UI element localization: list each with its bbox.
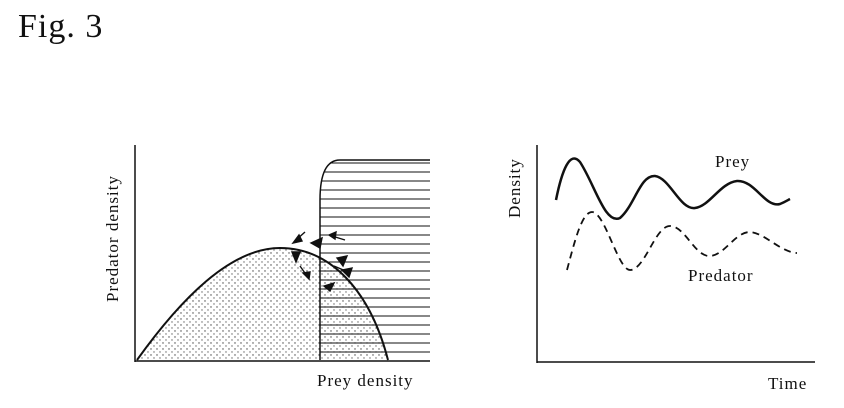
phase-y-axis-label: Predator density [103,175,122,302]
time-y-axis-label: Density [505,158,524,218]
phase-plane-panel [134,145,430,362]
predator-isocline-hatched-region [320,162,430,353]
figure-title: Fig. 3 [18,8,104,45]
prey-series-label: Prey [715,152,751,171]
predator-series-line [566,211,798,271]
prey-isocline [136,246,389,361]
time-series-panel [536,145,815,363]
trajectory-arrows [290,230,354,293]
prey-series-line [554,157,791,220]
predator-isocline [319,159,430,360]
time-x-axis-label: Time [768,374,808,393]
prey-isocline-stippled-region [137,248,388,360]
phase-x-axis-label: Prey density [317,371,414,390]
predator-series-label: Predator [688,266,754,285]
